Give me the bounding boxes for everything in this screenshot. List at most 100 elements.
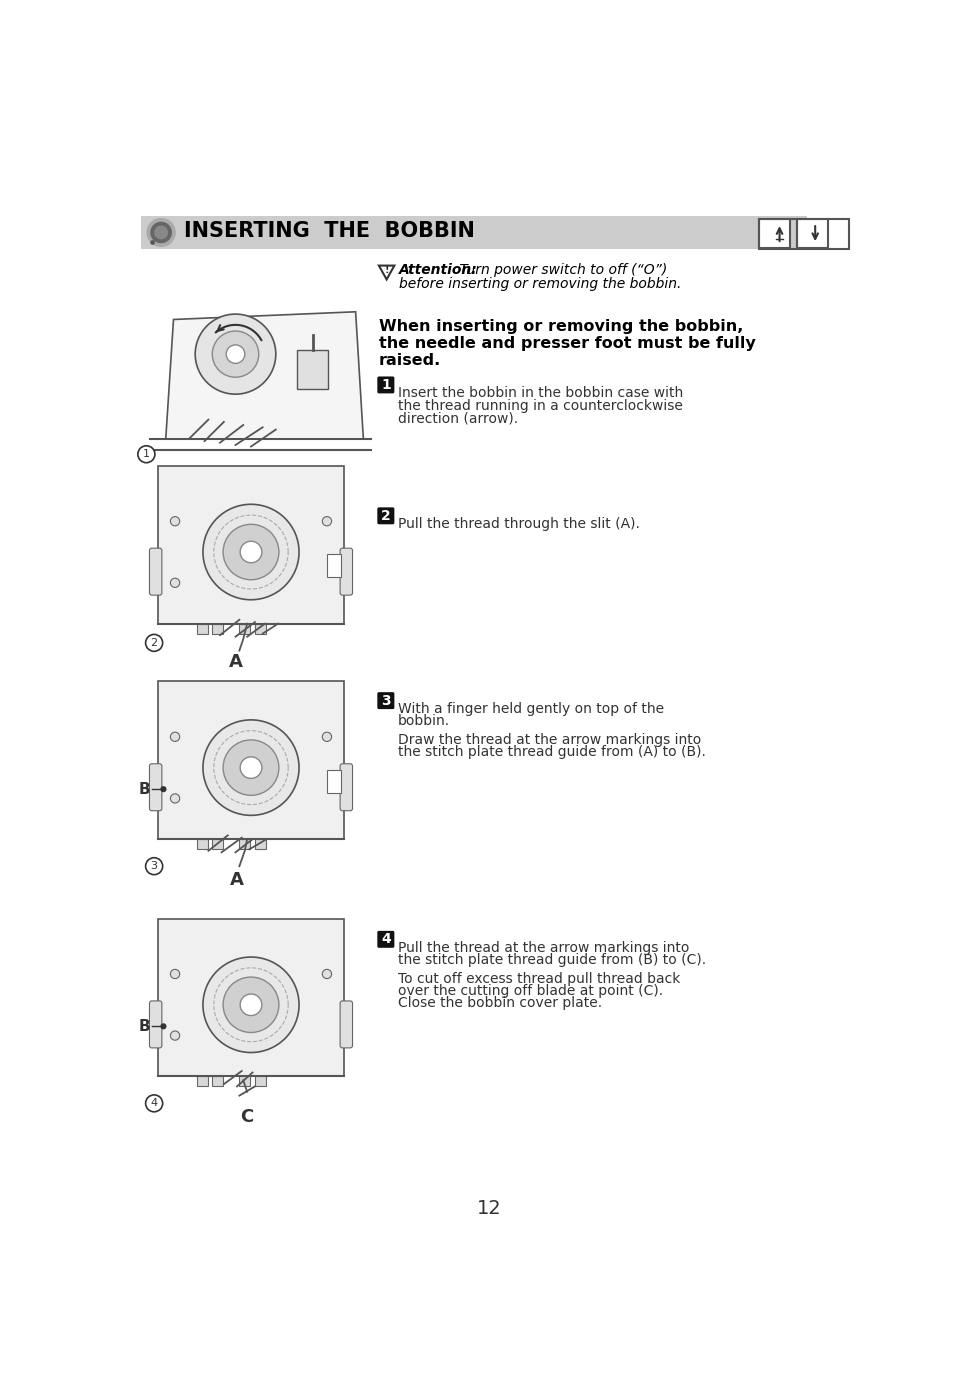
Text: the stitch plate thread guide from (A) to (B).: the stitch plate thread guide from (A) t… <box>397 745 705 760</box>
Text: Attention:: Attention: <box>398 263 477 277</box>
Text: With a finger held gently on top of the: With a finger held gently on top of the <box>397 702 663 716</box>
Circle shape <box>322 517 332 525</box>
Circle shape <box>146 1095 162 1111</box>
Polygon shape <box>166 312 363 439</box>
Text: bobbin.: bobbin. <box>397 714 450 728</box>
Polygon shape <box>378 266 394 280</box>
Text: Pull the thread at the arrow markings into: Pull the thread at the arrow markings in… <box>397 940 689 954</box>
Text: raised.: raised. <box>378 353 440 368</box>
Text: 4: 4 <box>151 1098 157 1109</box>
Circle shape <box>154 226 168 240</box>
Circle shape <box>223 978 278 1033</box>
Text: Turn power switch to off (“O”): Turn power switch to off (“O”) <box>455 263 666 277</box>
Text: 2: 2 <box>151 638 157 648</box>
Circle shape <box>203 720 298 815</box>
Circle shape <box>226 345 245 364</box>
Bar <box>254 840 266 849</box>
Bar <box>196 623 208 633</box>
Circle shape <box>203 505 298 600</box>
Circle shape <box>240 541 261 563</box>
Text: A: A <box>230 872 244 889</box>
Text: 3: 3 <box>380 694 390 707</box>
FancyBboxPatch shape <box>377 692 394 709</box>
Circle shape <box>322 732 332 742</box>
FancyBboxPatch shape <box>377 376 394 393</box>
Circle shape <box>240 994 261 1015</box>
Text: B: B <box>139 1019 151 1034</box>
Circle shape <box>146 858 162 874</box>
Circle shape <box>322 969 332 979</box>
Bar <box>327 554 340 578</box>
FancyBboxPatch shape <box>377 931 394 947</box>
Bar <box>239 1077 250 1087</box>
Circle shape <box>203 957 298 1052</box>
FancyBboxPatch shape <box>377 507 394 524</box>
Text: 12: 12 <box>476 1200 500 1218</box>
Text: 2: 2 <box>380 509 391 523</box>
Text: the stitch plate thread guide from (B) to (C).: the stitch plate thread guide from (B) t… <box>397 953 705 967</box>
Text: When inserting or removing the bobbin,: When inserting or removing the bobbin, <box>378 320 742 335</box>
Text: Insert the bobbin in the bobbin case with: Insert the bobbin in the bobbin case wit… <box>397 386 682 400</box>
Circle shape <box>171 1031 179 1040</box>
Bar <box>297 350 328 389</box>
FancyBboxPatch shape <box>340 764 353 811</box>
Bar <box>212 623 223 633</box>
Circle shape <box>223 741 278 796</box>
Circle shape <box>195 314 275 394</box>
FancyBboxPatch shape <box>150 549 162 596</box>
Text: 4: 4 <box>380 932 391 946</box>
Circle shape <box>150 222 172 243</box>
Bar <box>759 219 848 248</box>
Text: INSERTING  THE  BOBBIN: INSERTING THE BOBBIN <box>184 221 475 241</box>
Circle shape <box>150 240 154 245</box>
Text: !: ! <box>384 265 389 276</box>
Text: 3: 3 <box>151 860 157 872</box>
Circle shape <box>223 524 278 579</box>
Text: direction (arrow).: direction (arrow). <box>397 411 517 425</box>
Bar <box>239 840 250 849</box>
Circle shape <box>160 1023 167 1029</box>
Bar <box>759 219 790 248</box>
Bar <box>196 1077 208 1087</box>
Text: over the cutting off blade at point (C).: over the cutting off blade at point (C). <box>397 985 662 998</box>
FancyBboxPatch shape <box>150 1001 162 1048</box>
FancyBboxPatch shape <box>340 1001 353 1048</box>
Text: Pull the thread through the slit (A).: Pull the thread through the slit (A). <box>397 517 639 531</box>
Bar <box>327 769 340 793</box>
Text: the thread running in a counterclockwise: the thread running in a counterclockwise <box>397 399 682 412</box>
Bar <box>212 1077 223 1087</box>
Bar <box>796 219 827 248</box>
Text: 1: 1 <box>143 450 150 459</box>
Text: To cut off excess thread pull thread back: To cut off excess thread pull thread bac… <box>397 972 679 986</box>
Circle shape <box>137 445 154 463</box>
Text: C: C <box>240 1109 253 1127</box>
Text: Draw the thread at the arrow markings into: Draw the thread at the arrow markings in… <box>397 734 700 747</box>
Circle shape <box>146 218 175 247</box>
FancyBboxPatch shape <box>340 549 353 596</box>
Circle shape <box>240 757 261 778</box>
Bar <box>254 1077 266 1087</box>
Circle shape <box>171 794 179 803</box>
Circle shape <box>171 517 179 525</box>
Text: Close the bobbin cover plate.: Close the bobbin cover plate. <box>397 996 601 1011</box>
FancyBboxPatch shape <box>150 764 162 811</box>
Bar <box>158 918 344 1077</box>
Bar <box>158 681 344 840</box>
Bar <box>141 217 806 248</box>
Circle shape <box>171 732 179 742</box>
Bar <box>212 840 223 849</box>
Circle shape <box>171 969 179 979</box>
Text: 1: 1 <box>380 378 391 392</box>
Circle shape <box>212 331 258 378</box>
Text: B: B <box>139 782 151 797</box>
Circle shape <box>171 578 179 587</box>
Bar <box>254 623 266 633</box>
Bar <box>239 623 250 633</box>
Text: A: A <box>229 654 242 672</box>
Bar <box>158 466 344 623</box>
Text: before inserting or removing the bobbin.: before inserting or removing the bobbin. <box>398 277 680 291</box>
Circle shape <box>146 634 162 651</box>
Bar <box>196 840 208 849</box>
Text: the needle and presser foot must be fully: the needle and presser foot must be full… <box>378 336 755 352</box>
Circle shape <box>160 786 167 793</box>
